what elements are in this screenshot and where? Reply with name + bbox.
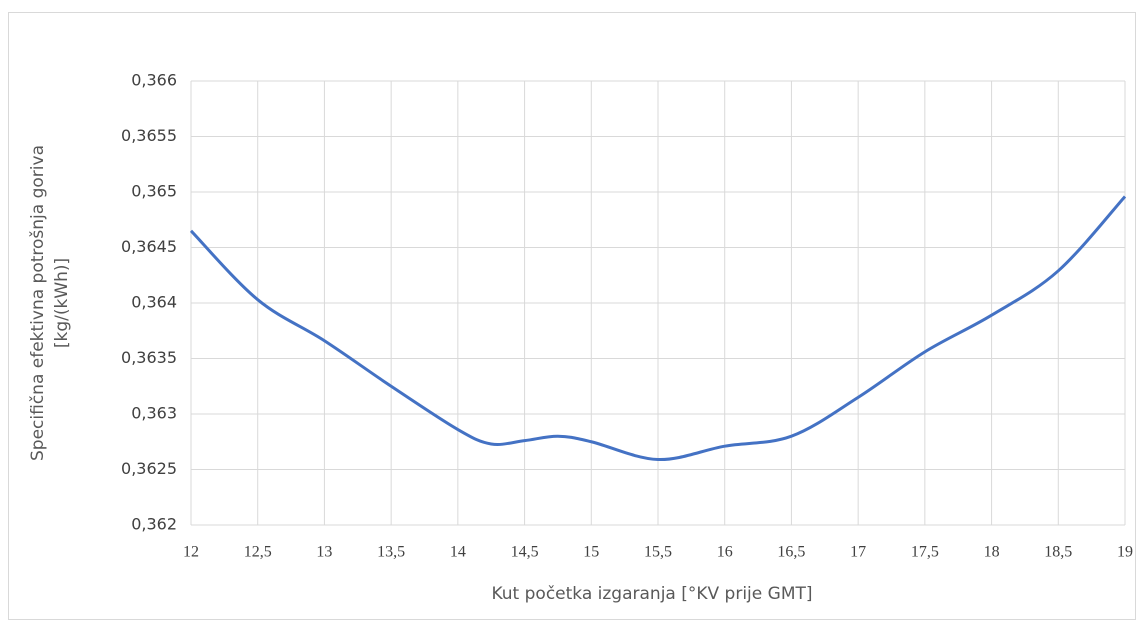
x-tick-label: 17: [850, 544, 866, 561]
y-tick-label: 0,363: [131, 404, 177, 423]
x-tick-label: 19: [1117, 544, 1133, 561]
x-tick-label: 16,5: [777, 544, 805, 561]
chart-frame: [8, 12, 1136, 620]
x-tick-label: 13: [316, 544, 332, 561]
x-tick-label: 18: [984, 544, 1000, 561]
x-tick-label: 13,5: [377, 544, 405, 561]
x-tick-label: 15: [583, 544, 599, 561]
x-tick-label: 15,5: [644, 544, 672, 561]
x-tick-label: 14: [450, 544, 466, 561]
y-axis-label: Specifična efektivna potrošnja goriva: [28, 145, 48, 461]
x-tick-label: 12,5: [244, 544, 272, 561]
y-tick-label: 0,364: [131, 293, 177, 312]
y-tick-label: 0,366: [131, 71, 177, 90]
x-tick-label: 14,5: [511, 544, 539, 561]
y-tick-label: 0,365: [131, 182, 177, 201]
data-line: [189, 195, 1127, 462]
x-tick-label: 12: [183, 544, 199, 561]
y-tick-label: 0,3655: [121, 126, 177, 145]
y-tick-label: 0,3625: [121, 459, 177, 478]
y-axis-label: [kg/(kWh)]: [52, 258, 72, 348]
x-tick-label: 18,5: [1044, 544, 1072, 561]
x-axis-label: Kut početka izgaranja [°KV prije GMT]: [491, 584, 812, 604]
x-tick-label: 17,5: [911, 544, 939, 561]
y-tick-label: 0,3635: [121, 348, 177, 367]
y-tick-label: 0,362: [131, 515, 177, 534]
y-tick-label: 0,3645: [121, 237, 177, 256]
x-tick-label: 16: [717, 544, 733, 561]
